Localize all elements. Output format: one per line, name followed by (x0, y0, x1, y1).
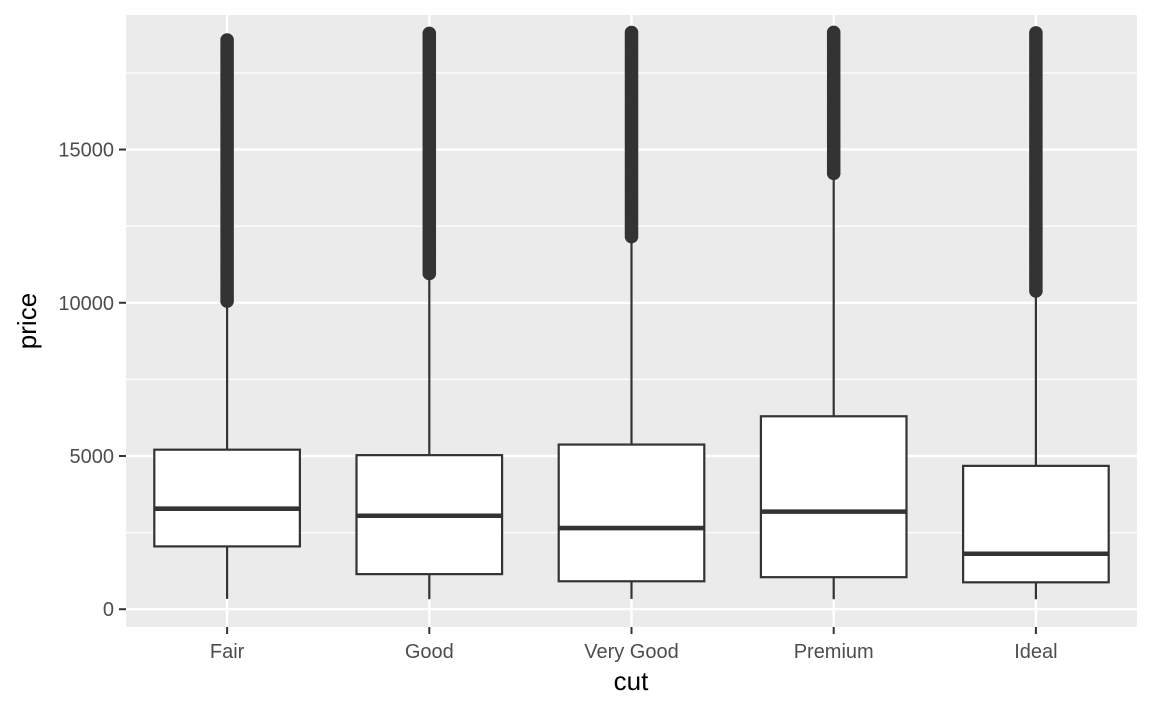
box-series (153, 25, 1110, 600)
outlier-points (1029, 26, 1043, 298)
x-tick-label: Premium (794, 641, 874, 663)
y-tick-label: 5000 (70, 446, 115, 468)
x-tick-label: Good (405, 641, 454, 663)
box-iqr (759, 415, 908, 579)
box-fair (153, 33, 301, 599)
box-iqr (962, 464, 1110, 584)
outlier-point (422, 266, 437, 281)
box-iqr (153, 448, 301, 548)
box-good (355, 26, 504, 600)
outlier-point (220, 294, 234, 308)
box-premium (759, 25, 908, 600)
x-tick-label: Very Good (584, 641, 679, 663)
y-tick-label: 15000 (58, 140, 114, 162)
x-tick-label: Fair (210, 641, 245, 663)
outlier-points (826, 25, 841, 181)
outlier-point (624, 229, 639, 244)
outlier-point (826, 166, 841, 181)
x-axis-title: cut (614, 666, 649, 696)
y-tick-label: 0 (103, 599, 114, 621)
y-axis: 0 5000 10000 15000 (58, 140, 126, 621)
x-tick-label: Ideal (1014, 641, 1057, 663)
outlier-points (422, 26, 437, 281)
box-very-good (557, 25, 706, 599)
y-axis-title: price (12, 293, 42, 349)
y-tick-label: 10000 (58, 293, 114, 315)
outlier-point (1029, 284, 1043, 298)
box-ideal (962, 26, 1110, 600)
outlier-points (220, 33, 234, 308)
outlier-points (624, 25, 639, 244)
x-axis: Fair Good Very Good Premium Ideal (210, 627, 1058, 663)
box-iqr (557, 443, 706, 583)
